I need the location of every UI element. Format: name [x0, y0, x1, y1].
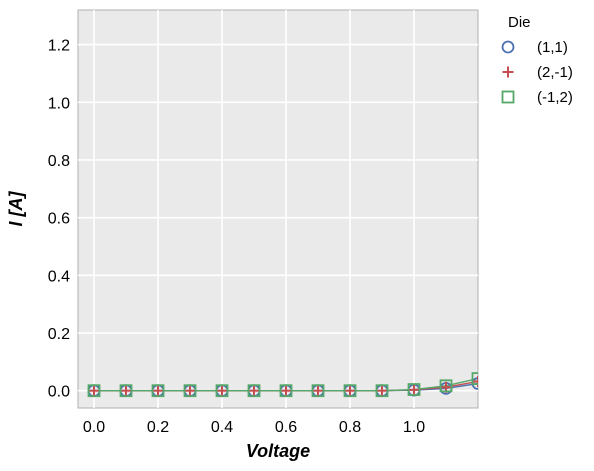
- series-markers: [87, 372, 478, 398]
- data-point-1: [184, 385, 196, 397]
- y-tick-label: 0.4: [48, 268, 70, 285]
- data-point-2: [151, 384, 165, 398]
- data-point-1: [408, 384, 420, 396]
- data-point-1: [280, 385, 292, 397]
- y-tick-label: 0.6: [48, 211, 70, 228]
- x-tick-label: 0.8: [339, 419, 361, 436]
- data-point-1: [88, 385, 100, 397]
- data-point-2: [279, 384, 293, 398]
- data-point-1: [248, 385, 260, 397]
- x-tick-label: 0.6: [275, 419, 297, 436]
- legend-entry: (1,1): [537, 39, 568, 56]
- legend-marker: [501, 40, 515, 54]
- plot-area: [77, 9, 479, 409]
- data-point-2: [407, 383, 421, 396]
- data-point-1: [376, 385, 388, 397]
- y-tick-label: 1.0: [48, 95, 70, 112]
- grid: [78, 10, 478, 408]
- legend-entry: (-1,2): [537, 89, 573, 106]
- y-tick-label: 1.2: [48, 38, 70, 55]
- data-point-1: [216, 385, 228, 397]
- data-point-2: [375, 384, 389, 398]
- legend: Die (1,1) (2,-1) (-1,2): [501, 14, 573, 106]
- legend-marker: [502, 66, 514, 78]
- data-point-2: [215, 384, 229, 398]
- legend-title: Die: [508, 14, 531, 31]
- data-point-2: [439, 379, 453, 393]
- x-tick-label: 0.4: [211, 419, 233, 436]
- legend-marker: [501, 90, 515, 104]
- legend-entry: (2,-1): [537, 64, 573, 81]
- data-point-1: [312, 385, 324, 397]
- data-point-1: [120, 385, 132, 397]
- data-point-2: [87, 384, 101, 398]
- y-tick-label: 0.2: [48, 326, 70, 343]
- data-point-1: [152, 385, 164, 397]
- x-tick-label: 1.0: [403, 419, 425, 436]
- tick-labels: 0.0 0.2 0.4 0.6 0.8 1.0 0.0 0.2 0.4 0.6 0.8 1.0 1.2: [48, 38, 425, 436]
- data-point-2: [311, 384, 325, 398]
- x-tick-label: 0.0: [83, 419, 105, 436]
- data-point-1: [472, 375, 478, 387]
- x-axis-label: Voltage: [246, 441, 310, 461]
- x-tick-label: 0.2: [147, 419, 169, 436]
- data-point-2: [119, 384, 133, 398]
- data-point-1: [344, 385, 356, 397]
- y-tick-label: 0.0: [48, 384, 70, 401]
- data-point-2: [343, 384, 357, 398]
- y-axis-label: I [A]: [6, 191, 26, 227]
- data-point-2: [471, 372, 478, 385]
- data-point-2: [183, 384, 197, 398]
- data-point-2: [247, 384, 261, 398]
- y-tick-label: 0.8: [48, 153, 70, 170]
